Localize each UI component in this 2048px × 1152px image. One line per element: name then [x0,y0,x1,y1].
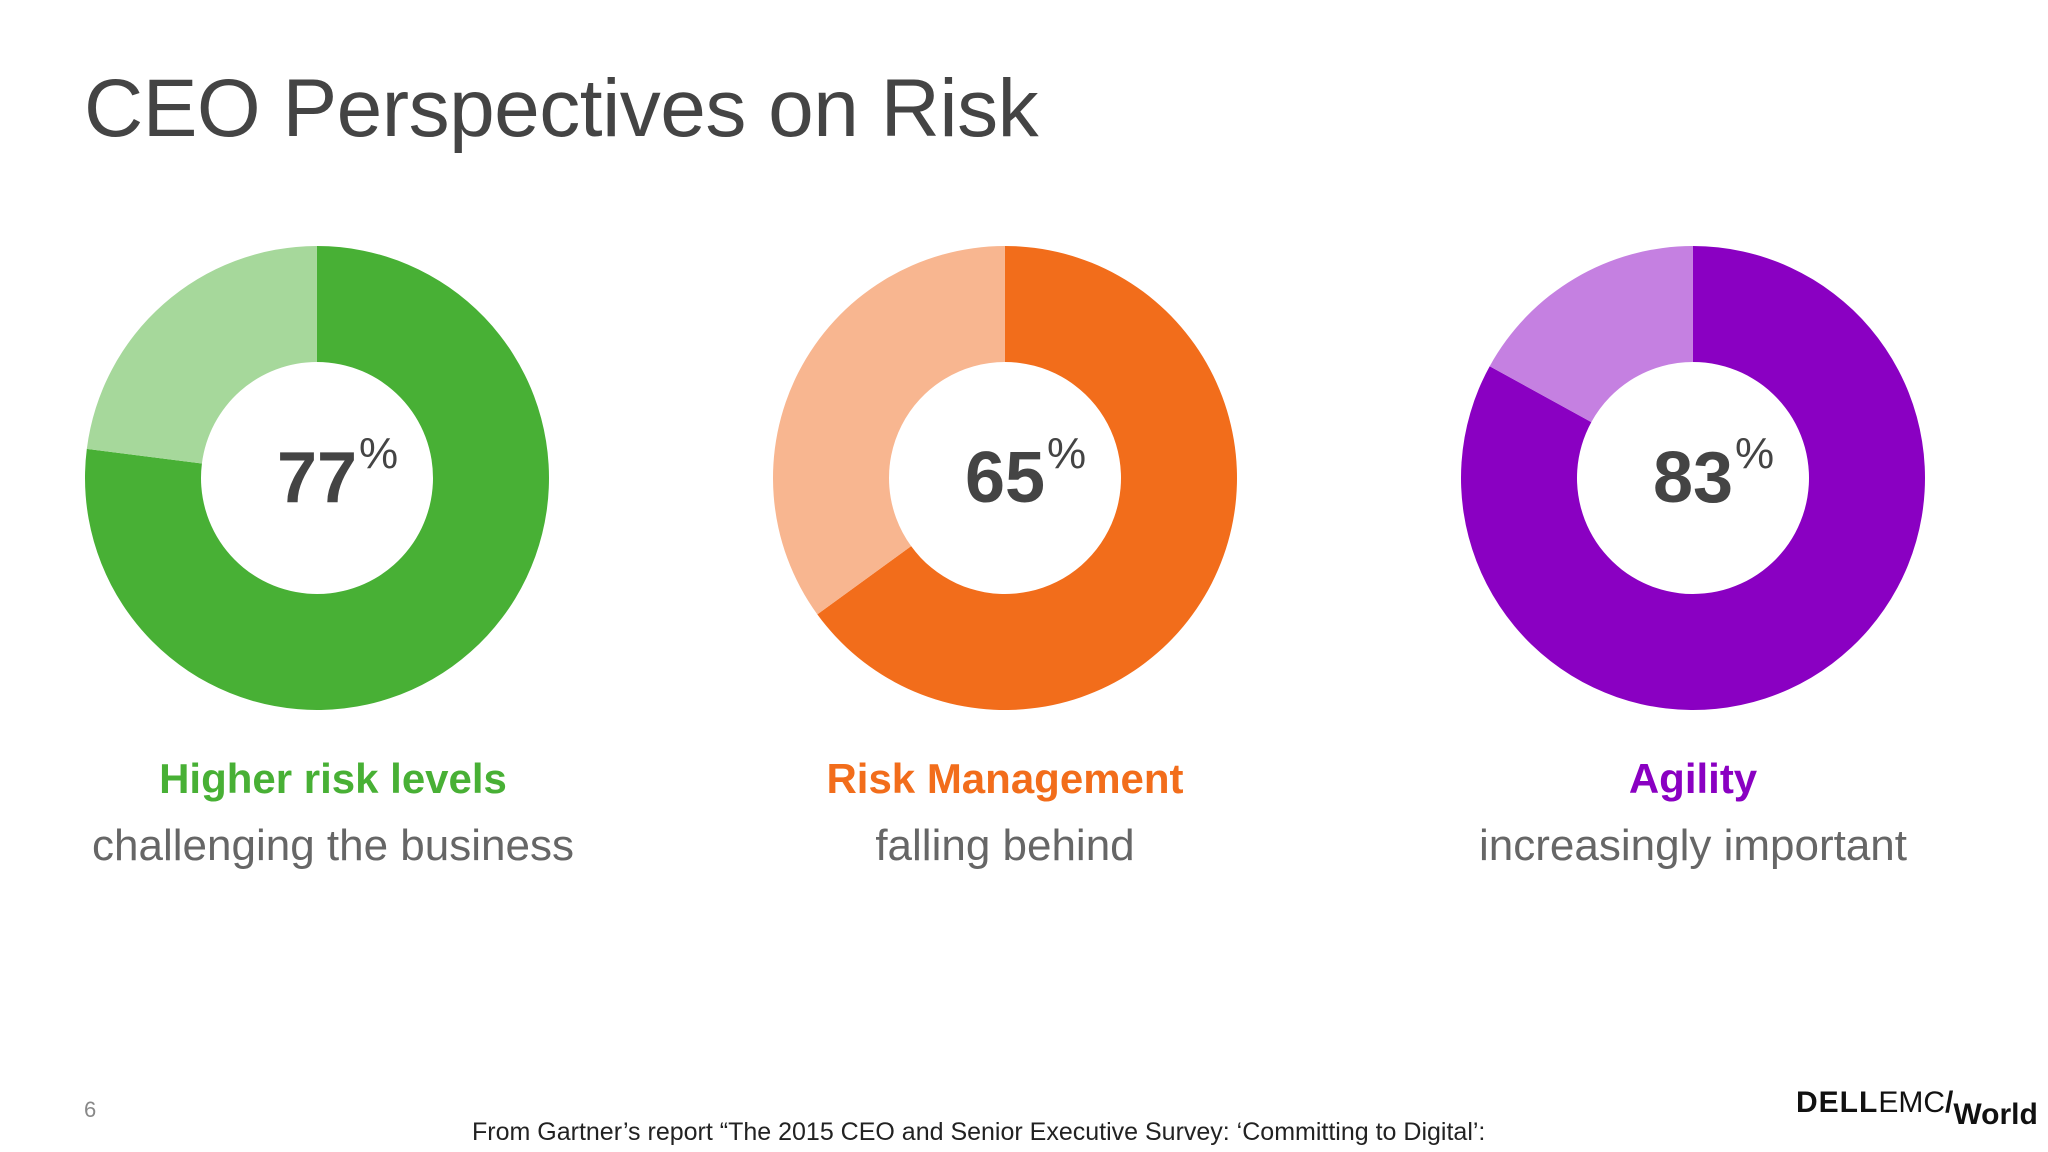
donut-slice-remainder [1489,246,1693,423]
caption-heading: Risk Management [826,755,1184,802]
dell-emc-world-logo: DELLEMC/World [1796,1086,2038,1131]
source-citation: From Gartner’s report “The 2015 CEO and … [472,1118,1486,1146]
logo-product: EMC [1878,1086,1945,1119]
logo-event: World [1953,1098,2038,1131]
donut-slice-value [85,246,549,710]
donut-svg [85,246,549,710]
caption-subtext: increasingly important [1479,821,1907,870]
donut-slice-value [817,246,1237,710]
page-number: 6 [84,1097,97,1122]
caption-heading: Agility [1628,755,1758,802]
donut-chart-risk-management: 65% [773,246,1237,710]
donut-slice-remainder [773,246,1005,615]
donut-svg [773,246,1237,710]
caption-subtext: falling behind [875,821,1135,870]
caption-subtext: challenging the business [92,821,574,870]
donut-slice-value [1461,246,1925,710]
donut-slice-remainder [86,246,317,464]
logo-slash: / [1945,1086,1954,1119]
donut-chart-higher-risk: 77% [85,246,549,710]
logo-brand: DELL [1796,1086,1879,1119]
caption-risk-management: Risk Management falling behind [725,755,1285,871]
caption-heading: Higher risk levels [159,755,507,802]
donut-svg [1461,246,1925,710]
slide-title: CEO Perspectives on Risk [84,63,1039,154]
donut-chart-agility: 83% [1461,246,1925,710]
caption-agility: Agility increasingly important [1413,755,1973,871]
caption-higher-risk: Higher risk levels challenging the busin… [53,755,613,871]
